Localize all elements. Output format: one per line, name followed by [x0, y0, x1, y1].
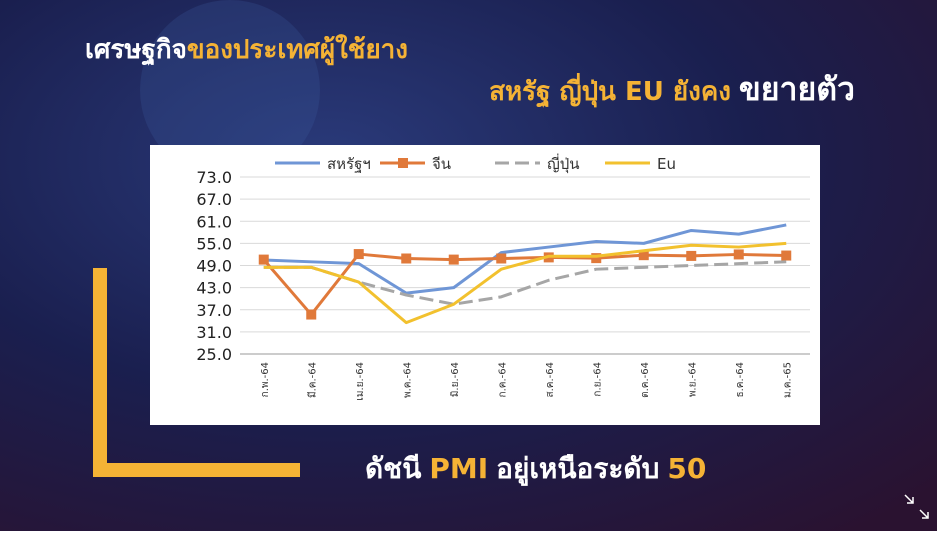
y-tick-label: 73.0	[196, 168, 232, 187]
title: เศรษฐกิจของประเทศผู้ใช้ยาง	[85, 34, 408, 67]
y-tick-label: 37.0	[196, 301, 232, 320]
y-tick-label: 67.0	[196, 190, 232, 209]
x-tick-label: ส.ค.-64	[545, 362, 556, 397]
x-tick-label: ก.พ.-64	[260, 362, 271, 397]
x-tick-label: พ.ย.-64	[687, 362, 698, 397]
legend-label: สหรัฐฯ	[327, 155, 371, 173]
y-tick-label: 25.0	[196, 345, 232, 364]
series-marker	[353, 249, 364, 260]
series-marker	[686, 250, 697, 261]
legend-label: Eu	[657, 155, 676, 173]
footer: ดัชนี PMI อยู่เหนือระดับ 50	[365, 452, 706, 486]
series-marker	[591, 253, 602, 264]
series-marker	[448, 254, 459, 265]
x-tick-label: ต.ค.-64	[640, 362, 651, 398]
x-tick-label: ม.ค.-65	[782, 362, 793, 398]
x-tick-label: มี.ค.-64	[306, 362, 318, 398]
series-line	[263, 241, 787, 325]
x-tick-label: มิ.ย.-64	[450, 362, 461, 397]
footer-part: ดัชนี	[365, 452, 421, 485]
subtitle: สหรัฐ ญี่ปุ่น EU ยังคง ขยายตัว	[489, 70, 855, 109]
footer-part: อยู่เหนือระดับ	[496, 452, 659, 486]
series-marker	[781, 250, 792, 261]
y-tick-label: 55.0	[196, 234, 232, 253]
x-tick-label: พ.ค.-64	[402, 362, 413, 398]
series-marker	[258, 254, 269, 265]
y-tick-label: 43.0	[196, 279, 232, 298]
x-tick-label: ธ.ค.-64	[735, 362, 746, 397]
expand-icon[interactable]	[904, 494, 929, 519]
y-tick-label: 49.0	[196, 257, 232, 276]
plot: 25.0 31.0 37.0 43.0 49.0 55.0 61.0 67.0 73.0 ก.พ.…	[196, 153, 810, 401]
yellow-corner	[93, 268, 300, 477]
title-part: ของประเทศผู้ใช้ยาง	[187, 34, 408, 66]
x-tick-label: ก.ค.-64	[497, 362, 508, 397]
subtitle-part: ขยายตัว	[739, 70, 855, 108]
legend-label: จีน	[432, 155, 451, 173]
globe-decor	[140, 0, 320, 180]
series-marker	[638, 250, 649, 261]
legend-marker	[398, 158, 408, 168]
y-tick-label: 61.0	[196, 212, 232, 231]
series-marker	[306, 309, 317, 320]
x-tick-label: เม.ย.-64	[355, 362, 366, 401]
series-marker	[496, 253, 507, 264]
footer-part: 50	[667, 452, 706, 485]
subtitle-part: สหรัฐ ญี่ปุ่น EU ยังคง	[489, 72, 731, 109]
series-marker	[733, 249, 744, 260]
y-tick-label: 31.0	[196, 323, 232, 342]
title-part: เศรษฐกิจ	[85, 35, 187, 67]
series-line	[262, 252, 787, 317]
series-marker	[401, 253, 412, 264]
legend-label: ญี่ปุ่น	[547, 153, 580, 174]
chart-panel	[150, 145, 820, 425]
x-tick-label: ก.ย.-64	[592, 362, 603, 397]
footer-part: PMI	[429, 452, 488, 485]
